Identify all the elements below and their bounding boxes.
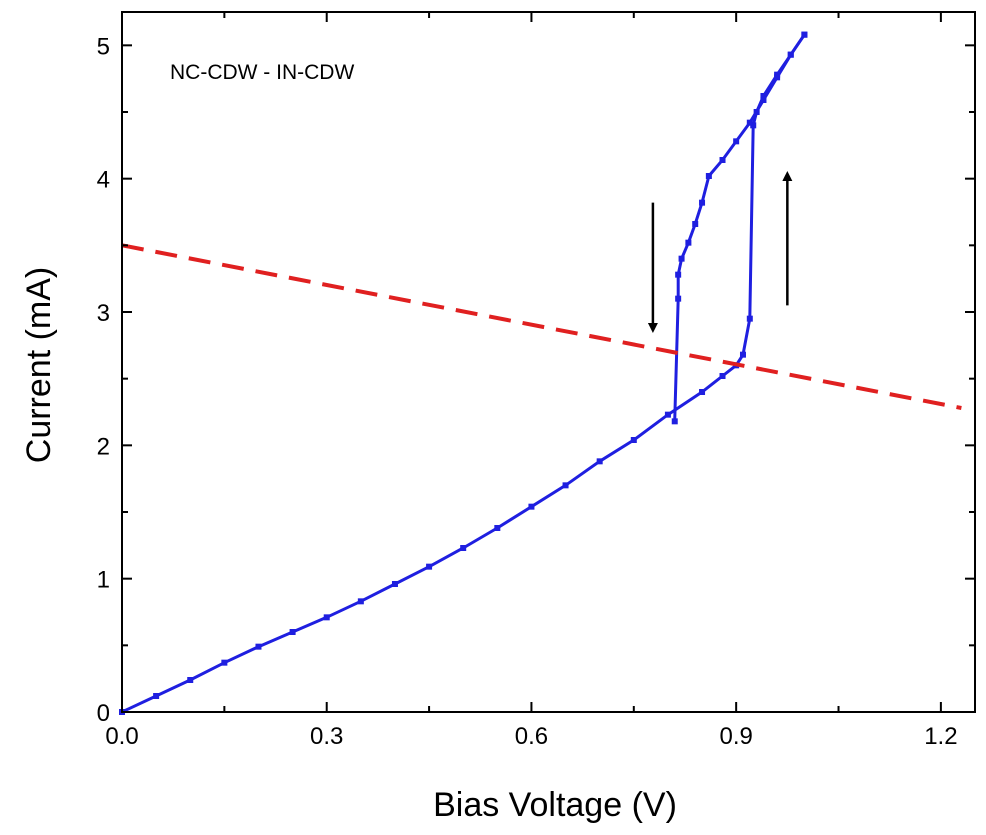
- x-tick-label: 0.9: [719, 723, 752, 750]
- series-0-point: [750, 122, 757, 129]
- load-line: [121, 243, 962, 410]
- series-1-point: [719, 157, 726, 163]
- x-tick-label: 0.0: [105, 723, 138, 750]
- series-0-point: [739, 351, 746, 358]
- series-0-point: [630, 437, 637, 443]
- series-0-point: [153, 693, 160, 699]
- series-1-point: [675, 295, 682, 302]
- series-1-point: [787, 51, 794, 58]
- series-0-point: [221, 659, 228, 666]
- series-0-point: [391, 581, 398, 587]
- y-tick-label: 4: [97, 167, 110, 194]
- axes: 0.0 0.3 0.6 0.9 1.2 0 1 2 3 4 5: [97, 11, 976, 750]
- series-0-point: [357, 598, 364, 605]
- y-axis-label: Current (mA): [20, 267, 58, 463]
- x-tick-label: 0.3: [310, 723, 343, 750]
- annotation-label: NC-CDW - IN-CDW: [170, 61, 354, 84]
- y-tick-label: 2: [97, 433, 110, 460]
- series-0-point: [323, 614, 330, 621]
- y-tick-label: 5: [97, 33, 110, 60]
- series-1-point: [678, 255, 685, 262]
- series-1-point: [705, 173, 712, 179]
- series-0-point: [426, 563, 433, 570]
- plot-area: [119, 31, 962, 715]
- series-0-point: [760, 93, 767, 99]
- series-0-point: [699, 389, 706, 395]
- series-0-point: [596, 458, 603, 465]
- y-tick-label: 3: [97, 300, 110, 327]
- series-1-point: [685, 239, 692, 246]
- series-1-point: [671, 418, 678, 425]
- series-1-point: [746, 119, 753, 126]
- series-0-point: [289, 629, 296, 635]
- x-tick-label: 0.6: [515, 723, 548, 750]
- series-0-point: [746, 315, 753, 322]
- series-1-point: [675, 271, 682, 278]
- series-1-point: [733, 138, 740, 145]
- series-0-point: [664, 411, 671, 418]
- series-0-point: [494, 525, 501, 531]
- x-axis-label: Bias Voltage (V): [433, 786, 677, 824]
- series-0-point: [460, 545, 467, 551]
- series-0-point: [187, 677, 194, 683]
- series-0-line: [121, 33, 806, 714]
- series-1-point: [760, 97, 767, 103]
- series-0-point: [528, 503, 535, 510]
- series-0-point: [719, 373, 726, 379]
- series-1-point: [774, 74, 781, 81]
- series-1-point: [692, 221, 699, 227]
- series-0-point: [255, 643, 262, 650]
- x-tick-label: 1.2: [924, 723, 957, 750]
- y-tick-label: 0: [97, 700, 110, 727]
- series-1-point: [801, 31, 808, 38]
- plot-frame: [121, 11, 976, 713]
- series-1-point: [699, 199, 706, 206]
- series-0-point: [562, 482, 569, 489]
- y-tick-label: 1: [97, 567, 110, 594]
